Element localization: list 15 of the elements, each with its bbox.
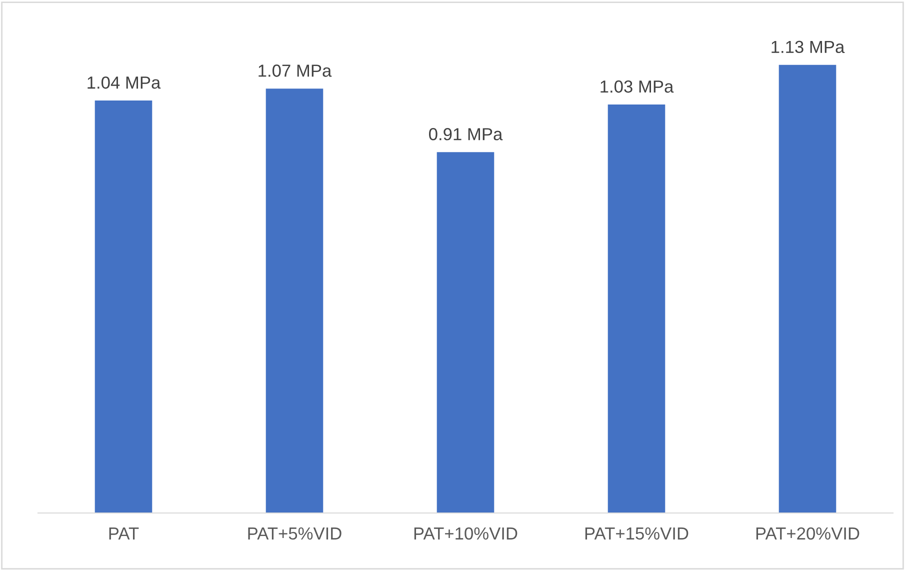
bar [608,104,666,513]
x-tick-label: PAT [109,528,139,540]
x-tick-label: PAT+15%VID [585,527,688,540]
x-tick-label: PAT+5%VID [248,527,342,540]
bar [266,88,324,513]
data-label: 1.13 MPa [772,40,845,54]
x-tick-label: PAT+10%VID [414,527,518,540]
bar [436,152,494,513]
bar [778,64,836,513]
data-label: 0.91 MPa [429,128,503,140]
x-tick-label: PAT+20%VID [756,527,860,540]
data-label: 1.03 MPa [600,80,674,93]
bar [94,100,152,513]
data-label: 1.04 MPa [88,76,161,89]
data-label: 1.07 MPa [258,64,332,77]
